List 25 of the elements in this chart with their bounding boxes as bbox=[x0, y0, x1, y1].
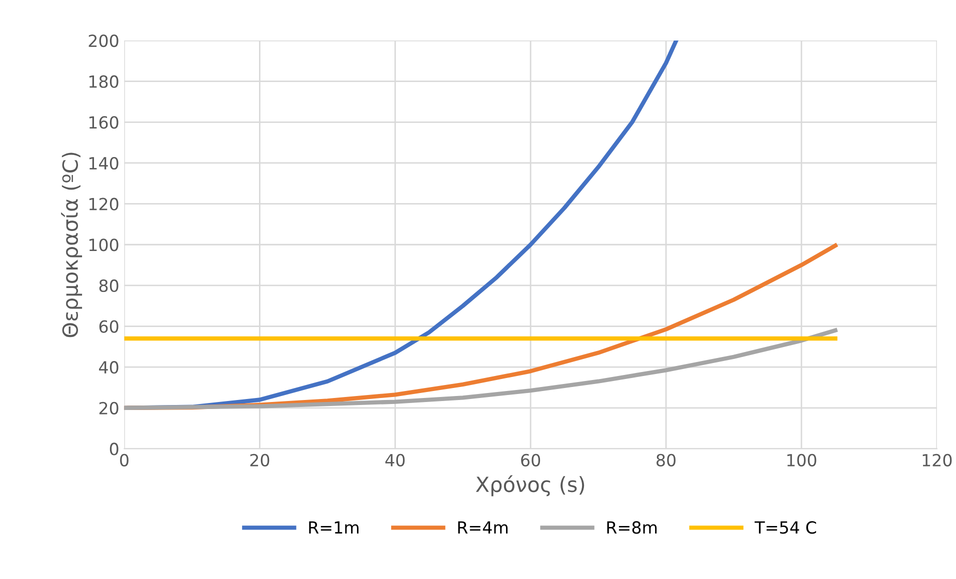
y-tick-label: 0 bbox=[110, 442, 118, 456]
x-tick-label: 20 bbox=[250, 454, 270, 466]
legend-label: T=54 C bbox=[754, 521, 816, 534]
x-tick-label: 80 bbox=[656, 454, 676, 466]
y-axis-title: Θερμοκρασία (ºC) bbox=[61, 152, 82, 338]
x-tick-label: 120 bbox=[922, 454, 952, 466]
y-tick-label: 180 bbox=[89, 75, 118, 88]
line-series bbox=[124, 328, 838, 410]
y-tick-label: 140 bbox=[89, 156, 118, 170]
x-tick-label: 60 bbox=[521, 454, 540, 466]
legend-label: R=1m bbox=[309, 521, 358, 534]
x-tick-label: 100 bbox=[787, 454, 816, 466]
x-tick-label: 0 bbox=[120, 454, 128, 466]
y-tick-label: 160 bbox=[89, 116, 118, 129]
legend-label: R=8m bbox=[607, 521, 657, 534]
x-tick-label: 40 bbox=[385, 454, 405, 466]
y-tick-label: 20 bbox=[99, 402, 118, 414]
y-tick-label: 200 bbox=[88, 34, 118, 48]
y-tick-label: 80 bbox=[99, 279, 118, 292]
y-tick-label: 120 bbox=[89, 198, 118, 210]
y-tick-label: 40 bbox=[99, 361, 118, 374]
y-tick-label: 60 bbox=[99, 320, 118, 333]
y-tick-label: 100 bbox=[89, 238, 118, 252]
legend-label: R=4m bbox=[458, 521, 508, 534]
x-axis-title: Χρόνος (s) bbox=[476, 475, 584, 496]
